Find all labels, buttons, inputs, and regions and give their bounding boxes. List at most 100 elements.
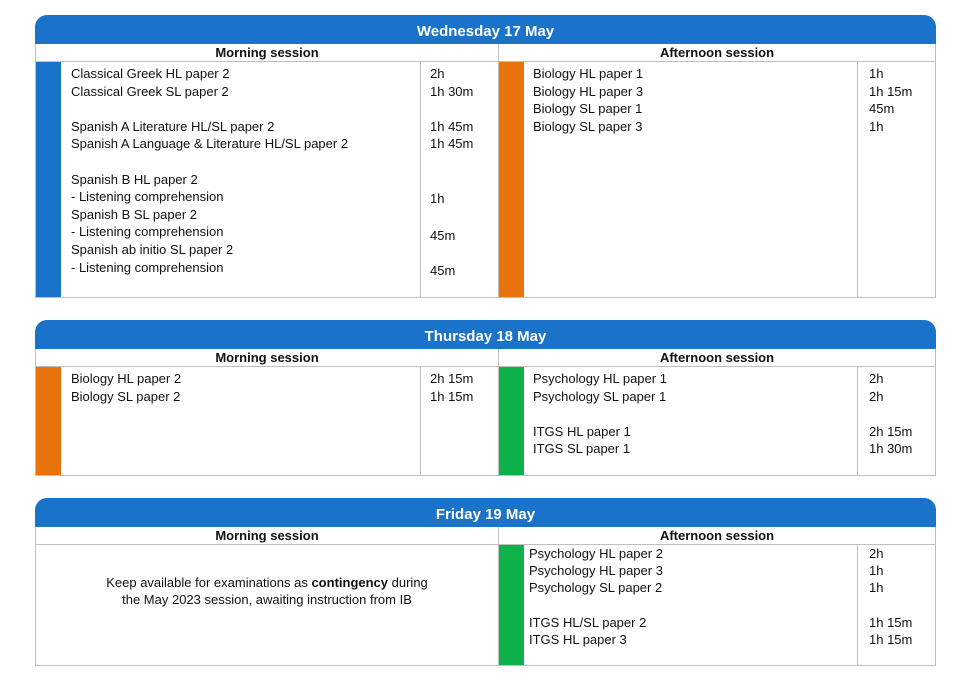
session-header-row: Morning session Afternoon session [36, 349, 935, 367]
afternoon-subject-list: Psychology HL paper 2 Psychology HL pape… [529, 545, 663, 648]
subject-line: Biology HL paper 3 [533, 83, 644, 99]
duration-line: 1h 45m [430, 118, 474, 134]
subject-line: Classical Greek HL paper 2 [71, 66, 230, 81]
blank-line [71, 153, 348, 171]
afternoon-color-stripe [499, 367, 524, 475]
day-block-thursday: Thursday 18 May Morning session Afternoo… [35, 320, 936, 476]
duration-line: 1h [430, 191, 445, 207]
morning-duration-list: 2h 1h 30m 1h 45m 1h 45m 1h 45m 45m [430, 65, 473, 278]
duration-line: 45m [869, 101, 895, 117]
morning-session-title: Morning session [215, 45, 319, 60]
afternoon-subject-list: Psychology HL paper 1 Psychology SL pape… [533, 370, 667, 458]
duration-line: 1h 30m [430, 83, 474, 99]
afternoon-duration-list: 2h 1h 1h 1h 15m 1h 15m [869, 545, 912, 648]
duration-line: 2h 15m [869, 423, 913, 439]
subject-line: Psychology HL paper 1 [533, 371, 667, 386]
duration-divider [857, 367, 858, 475]
duration-line: 1h [869, 563, 884, 578]
subject-line: Biology SL paper 1 [533, 101, 643, 117]
blank-line [430, 207, 473, 225]
duration-line: 2h [869, 388, 884, 404]
duration-divider [857, 62, 858, 297]
note-text: during [388, 575, 428, 590]
subject-line: Spanish B SL paper 2 [71, 206, 197, 222]
session-grid: Morning session Afternoon session Biolog… [35, 349, 936, 476]
subject-line: ITGS HL paper 3 [529, 631, 627, 647]
subject-line: Spanish A Literature HL/SL paper 2 [71, 118, 275, 134]
session-header-row: Morning session Afternoon session [36, 44, 935, 62]
subject-line: ITGS HL paper 1 [533, 423, 631, 439]
subject-line: - Listening comprehension [71, 189, 224, 205]
day-header: Thursday 18 May [35, 320, 936, 349]
afternoon-duration-list: 2h 2h 2h 15m 1h 30m [869, 370, 912, 458]
session-grid: Morning session Afternoon session Classi… [35, 44, 936, 298]
blank-line [533, 405, 667, 423]
subject-line: Psychology SL paper 1 [533, 388, 667, 404]
duration-line: 2h 15m [430, 371, 474, 386]
afternoon-session-title: Afternoon session [659, 350, 775, 365]
duration-line: 1h 30m [869, 441, 913, 457]
subject-line: Spanish B HL paper 2 [71, 171, 198, 187]
duration-line: 1h 45m [430, 136, 474, 152]
duration-divider [857, 545, 858, 665]
day-block-friday: Friday 19 May Morning session Afternoon … [35, 498, 936, 666]
session-header-row: Morning session Afternoon session [36, 527, 935, 545]
duration-divider [420, 62, 421, 297]
subject-line: ITGS HL/SL paper 2 [529, 614, 647, 630]
blank-line [869, 405, 912, 423]
duration-line: 45m [430, 262, 456, 278]
note-line-1: Keep available for examinations as conti… [36, 574, 498, 591]
subject-line: - Listening comprehension [71, 259, 224, 275]
note-bold-text: contingency [311, 575, 389, 590]
blank-line [430, 171, 473, 189]
morning-session-title: Morning session [215, 350, 319, 365]
duration-line: 1h 15m [430, 388, 474, 404]
subject-line: Biology SL paper 3 [533, 118, 643, 134]
note-text: Keep available for examinations as [106, 575, 312, 590]
afternoon-color-stripe [499, 62, 524, 297]
subject-line: Psychology HL paper 2 [529, 546, 663, 561]
duration-line: 1h [869, 118, 884, 134]
duration-line: 2h [869, 371, 884, 386]
subject-line: Spanish A Language & Literature HL/SL pa… [71, 136, 349, 152]
afternoon-color-stripe [499, 545, 524, 665]
morning-subject-list: Biology HL paper 2 Biology SL paper 2 [71, 370, 181, 405]
blank-line [71, 100, 348, 118]
subject-line: Biology HL paper 1 [533, 66, 644, 81]
duration-line: 2h [869, 546, 884, 561]
column-divider [498, 527, 499, 665]
duration-line: 45m [430, 227, 456, 243]
subject-line: - Listening comprehension [71, 224, 224, 240]
morning-color-stripe [36, 367, 61, 475]
day-header: Friday 19 May [35, 498, 936, 527]
afternoon-duration-list: 1h 1h 15m 45m 1h [869, 65, 912, 135]
subject-line: Psychology SL paper 2 [529, 580, 663, 595]
column-divider [498, 44, 499, 297]
morning-duration-list: 2h 15m 1h 15m [430, 370, 473, 405]
subject-line: Spanish ab initio SL paper 2 [71, 241, 234, 257]
day-block-wednesday: Wednesday 17 May Morning session Afterno… [35, 15, 936, 298]
column-divider [498, 349, 499, 475]
duration-line: 1h [869, 66, 884, 81]
subject-line: ITGS SL paper 1 [533, 441, 631, 457]
note-line-2: the May 2023 session, awaiting instructi… [122, 592, 412, 607]
morning-subject-list: Classical Greek HL paper 2 Classical Gre… [71, 65, 348, 276]
blank-line [529, 596, 663, 614]
day-header: Wednesday 17 May [35, 15, 936, 44]
duration-line: 1h 15m [869, 83, 913, 99]
subject-line: Psychology HL paper 3 [529, 563, 663, 578]
blank-line [869, 596, 912, 614]
blank-line [430, 242, 473, 260]
duration-line: 1h [869, 580, 884, 595]
subject-line: Classical Greek SL paper 2 [71, 83, 229, 99]
subject-line: Biology SL paper 2 [71, 388, 181, 404]
afternoon-session-title: Afternoon session [659, 528, 775, 543]
contingency-note: Keep available for examinations as conti… [36, 574, 498, 608]
duration-line: 1h 15m [869, 614, 913, 630]
afternoon-session-title: Afternoon session [659, 45, 775, 60]
afternoon-subject-list: Biology HL paper 1 Biology HL paper 3 Bi… [533, 65, 643, 135]
blank-line [430, 100, 473, 118]
duration-line: 1h 15m [869, 631, 913, 647]
session-grid: Morning session Afternoon session Keep a… [35, 527, 936, 666]
morning-color-stripe [36, 62, 61, 297]
